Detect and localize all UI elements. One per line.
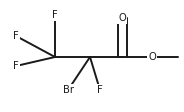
Text: F: F bbox=[13, 61, 19, 71]
Text: Br: Br bbox=[63, 85, 73, 95]
Text: F: F bbox=[52, 10, 58, 20]
Text: O: O bbox=[148, 52, 156, 62]
Text: F: F bbox=[13, 31, 19, 41]
Text: F: F bbox=[97, 85, 103, 95]
Text: O: O bbox=[118, 13, 126, 23]
